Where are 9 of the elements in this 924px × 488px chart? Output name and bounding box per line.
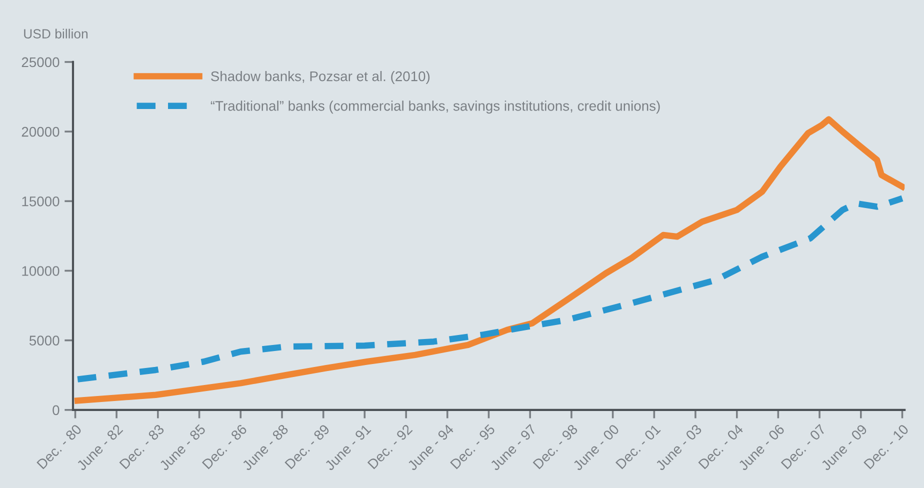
- y-tick-label: 10000: [22, 266, 60, 276]
- legend-label: “Traditional” banks (commercial banks, savings institutions, credit unions): [210, 100, 660, 114]
- y-tick-label: 5000: [29, 336, 60, 346]
- y-axis-title: USD billion: [24, 28, 88, 38]
- legend-label: Shadow banks, Pozsar et al. (2010): [211, 71, 430, 84]
- y-tick-label: 15000: [22, 196, 60, 206]
- y-tick-label: 20000: [22, 126, 60, 137]
- y-tick-label: 25000: [22, 57, 60, 68]
- y-tick-label: 0: [52, 405, 60, 416]
